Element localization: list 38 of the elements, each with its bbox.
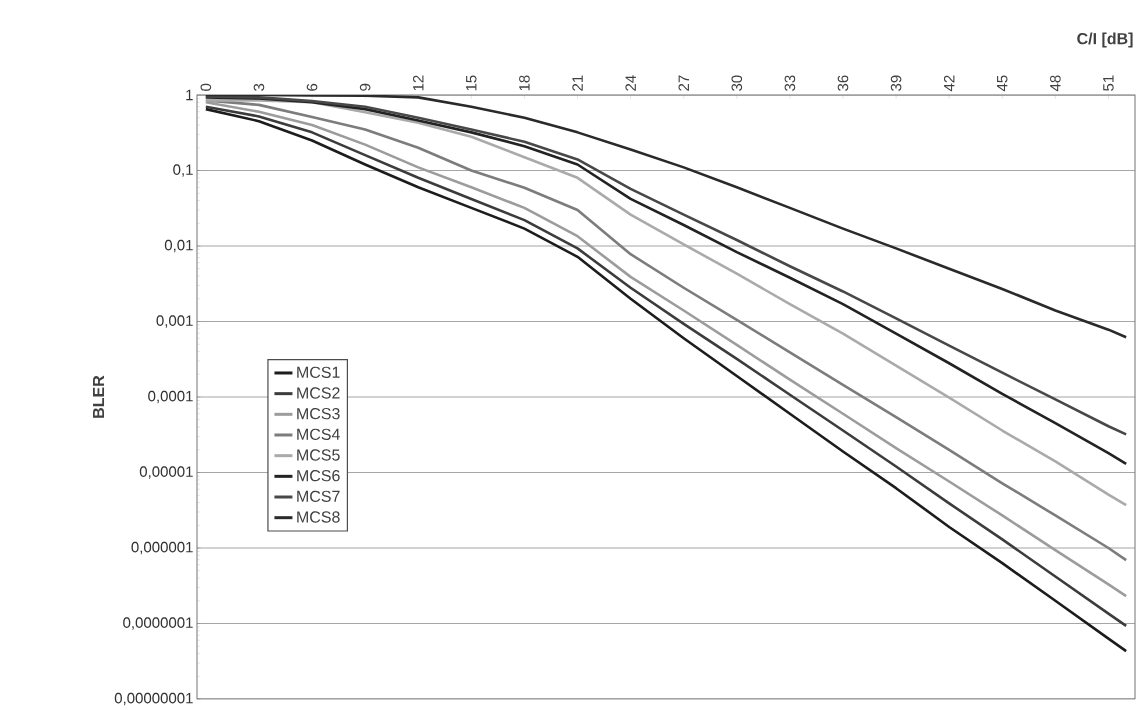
legend-label: MCS8 [297,511,340,523]
legend-label: MCS5 [297,449,340,461]
legend-label: MCS4 [297,428,340,440]
y-tick-label: 0,00000001 [114,692,193,706]
x-tick-label: 33 [784,75,796,91]
x-tick-label: 6 [306,83,318,91]
x-axis-title: C/I [dB] [1077,32,1133,48]
y-tick-label: 0,1 [173,164,193,177]
x-tick-label: 30 [731,75,743,91]
x-tick-label: 27 [678,75,689,91]
x-tick-label: 36 [837,75,849,91]
legend-label: MCS3 [297,407,340,420]
y-tick-label: 0,0000001 [123,617,193,630]
y-tick-label: 0,0001 [148,390,193,404]
x-tick-label: 51 [1103,75,1114,91]
x-tick-label: 45 [997,75,1008,92]
y-tick-label: 1 [186,89,193,101]
y-axis-title: BLER [93,375,105,418]
y-tick-label: 0,01 [164,239,193,253]
y-tick-label: 0,001 [156,315,193,328]
x-tick-label: 24 [625,75,636,91]
x-tick-label: 9 [359,83,371,91]
x-tick-label: 21 [572,75,583,91]
legend-label: MCS7 [297,490,340,502]
x-tick-label: 42 [943,75,955,92]
x-tick-label: 18 [519,75,530,91]
y-tick-label: 0,00001 [139,466,193,479]
x-tick-label: 48 [1050,75,1061,92]
x-tick-label: 39 [890,75,902,91]
legend-label: MCS6 [297,470,340,482]
legend-label: MCS2 [297,387,340,399]
x-tick-label: 3 [253,83,265,91]
legend-label: MCS1 [297,366,340,378]
x-tick-label: 12 [412,75,424,91]
x-tick-label: 15 [466,75,477,91]
y-tick-label: 0,000001 [131,541,193,555]
x-tick-label: 0 [200,83,212,91]
line-series [204,95,1128,339]
